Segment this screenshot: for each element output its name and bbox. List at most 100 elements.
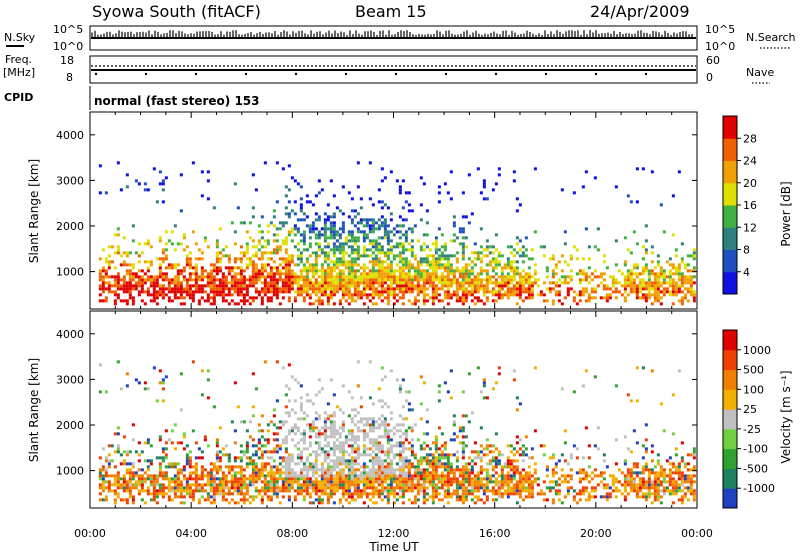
power-cell: [530, 296, 534, 300]
power-cell: [461, 293, 465, 297]
velocity-cell: [404, 438, 408, 442]
power-cell: [305, 269, 309, 273]
velocity-cell: [485, 480, 489, 484]
power-cell: [437, 293, 441, 297]
velocity-cell: [296, 486, 300, 490]
power-cell: [296, 281, 300, 285]
velocity-cell: [494, 465, 498, 469]
power-cell: [497, 281, 501, 285]
power-cell: [455, 299, 459, 303]
power-cell: [299, 278, 303, 282]
velocity-cell: [335, 447, 339, 451]
power-cell: [437, 257, 441, 261]
power-cell: [338, 272, 342, 276]
power-cell: [563, 242, 567, 246]
velocity-cell: [437, 477, 441, 481]
power-cell: [122, 278, 126, 282]
velocity-cell: [158, 369, 162, 373]
velocity-cell: [281, 489, 285, 493]
velocity-cell: [446, 456, 450, 460]
power-cell: [629, 200, 633, 204]
power-cell: [215, 266, 219, 270]
power-cell: [635, 287, 639, 291]
power-cell: [488, 245, 492, 249]
power-cell: [179, 272, 183, 276]
velocity-cell: [371, 459, 375, 463]
power-cell: [446, 272, 450, 276]
power-cell: [422, 281, 426, 285]
velocity-cell: [509, 486, 513, 490]
velocity-cell: [467, 492, 471, 496]
power-cell: [680, 281, 684, 285]
velocity-cell: [521, 489, 525, 493]
power-cell: [350, 197, 354, 201]
velocity-cell: [191, 465, 195, 469]
velocity-cell: [371, 474, 375, 478]
velocity-cell: [128, 474, 132, 478]
velocity-cell: [221, 480, 225, 484]
power-cell: [362, 248, 366, 252]
velocity-cell: [518, 474, 522, 478]
velocity-cell: [182, 489, 186, 493]
velocity-cell: [122, 459, 126, 463]
power-cell: [623, 260, 627, 264]
power-cell: [164, 266, 168, 270]
power-cell: [383, 203, 387, 207]
velocity-cell: [323, 435, 327, 439]
velocity-cell: [236, 483, 240, 487]
power-cell: [284, 251, 288, 255]
velocity-cell: [296, 489, 300, 493]
power-cell: [599, 281, 603, 285]
power-cell: [287, 290, 291, 294]
power-cell: [425, 221, 429, 225]
velocity-cell: [215, 489, 219, 493]
velocity-cell: [356, 360, 360, 364]
power-cell: [347, 284, 351, 288]
velocity-cell: [176, 441, 180, 445]
velocity-cell: [233, 471, 237, 475]
velocity-cell: [239, 498, 243, 502]
power-cell: [650, 272, 654, 276]
velocity-cell: [485, 495, 489, 499]
power-cell: [143, 260, 147, 264]
velocity-cell: [203, 498, 207, 502]
velocity-cell: [302, 438, 306, 442]
power-cell: [278, 269, 282, 273]
power-cell: [410, 284, 414, 288]
power-cell: [401, 233, 405, 237]
nsky-tick-bottom: 10^0: [53, 40, 83, 53]
power-cell: [260, 281, 264, 285]
power-cell: [371, 242, 375, 246]
velocity-cell: [287, 495, 291, 499]
velocity-cell: [230, 468, 234, 472]
velocity-cell: [383, 471, 387, 475]
velocity-cell: [515, 492, 519, 496]
velocity-cell: [236, 501, 240, 505]
velocity-cell: [215, 438, 219, 442]
power-cell: [131, 224, 135, 228]
velocity-cell: [200, 465, 204, 469]
velocity-cell: [143, 441, 147, 445]
velocity-cell: [119, 498, 123, 502]
velocity-cell: [443, 468, 447, 472]
velocity-cell: [410, 462, 414, 466]
velocity-cell: [125, 453, 129, 457]
velocity-cell: [227, 453, 231, 457]
power-cell: [623, 296, 627, 300]
velocity-cell: [317, 435, 321, 439]
power-cell: [455, 269, 459, 273]
power-cell: [125, 290, 129, 294]
velocity-cell: [314, 411, 318, 415]
power-cell: [521, 251, 525, 255]
power-cell: [149, 284, 153, 288]
velocity-cell: [413, 498, 417, 502]
freq-tick-bottom: 8: [66, 71, 73, 84]
velocity-cell: [113, 465, 117, 469]
power-cell: [458, 296, 462, 300]
velocity-cell: [314, 441, 318, 445]
power-cell: [329, 179, 333, 183]
velocity-cell: [362, 429, 366, 433]
power-cell: [200, 275, 204, 279]
power-cell: [437, 278, 441, 282]
velocity-cell: [275, 489, 279, 493]
